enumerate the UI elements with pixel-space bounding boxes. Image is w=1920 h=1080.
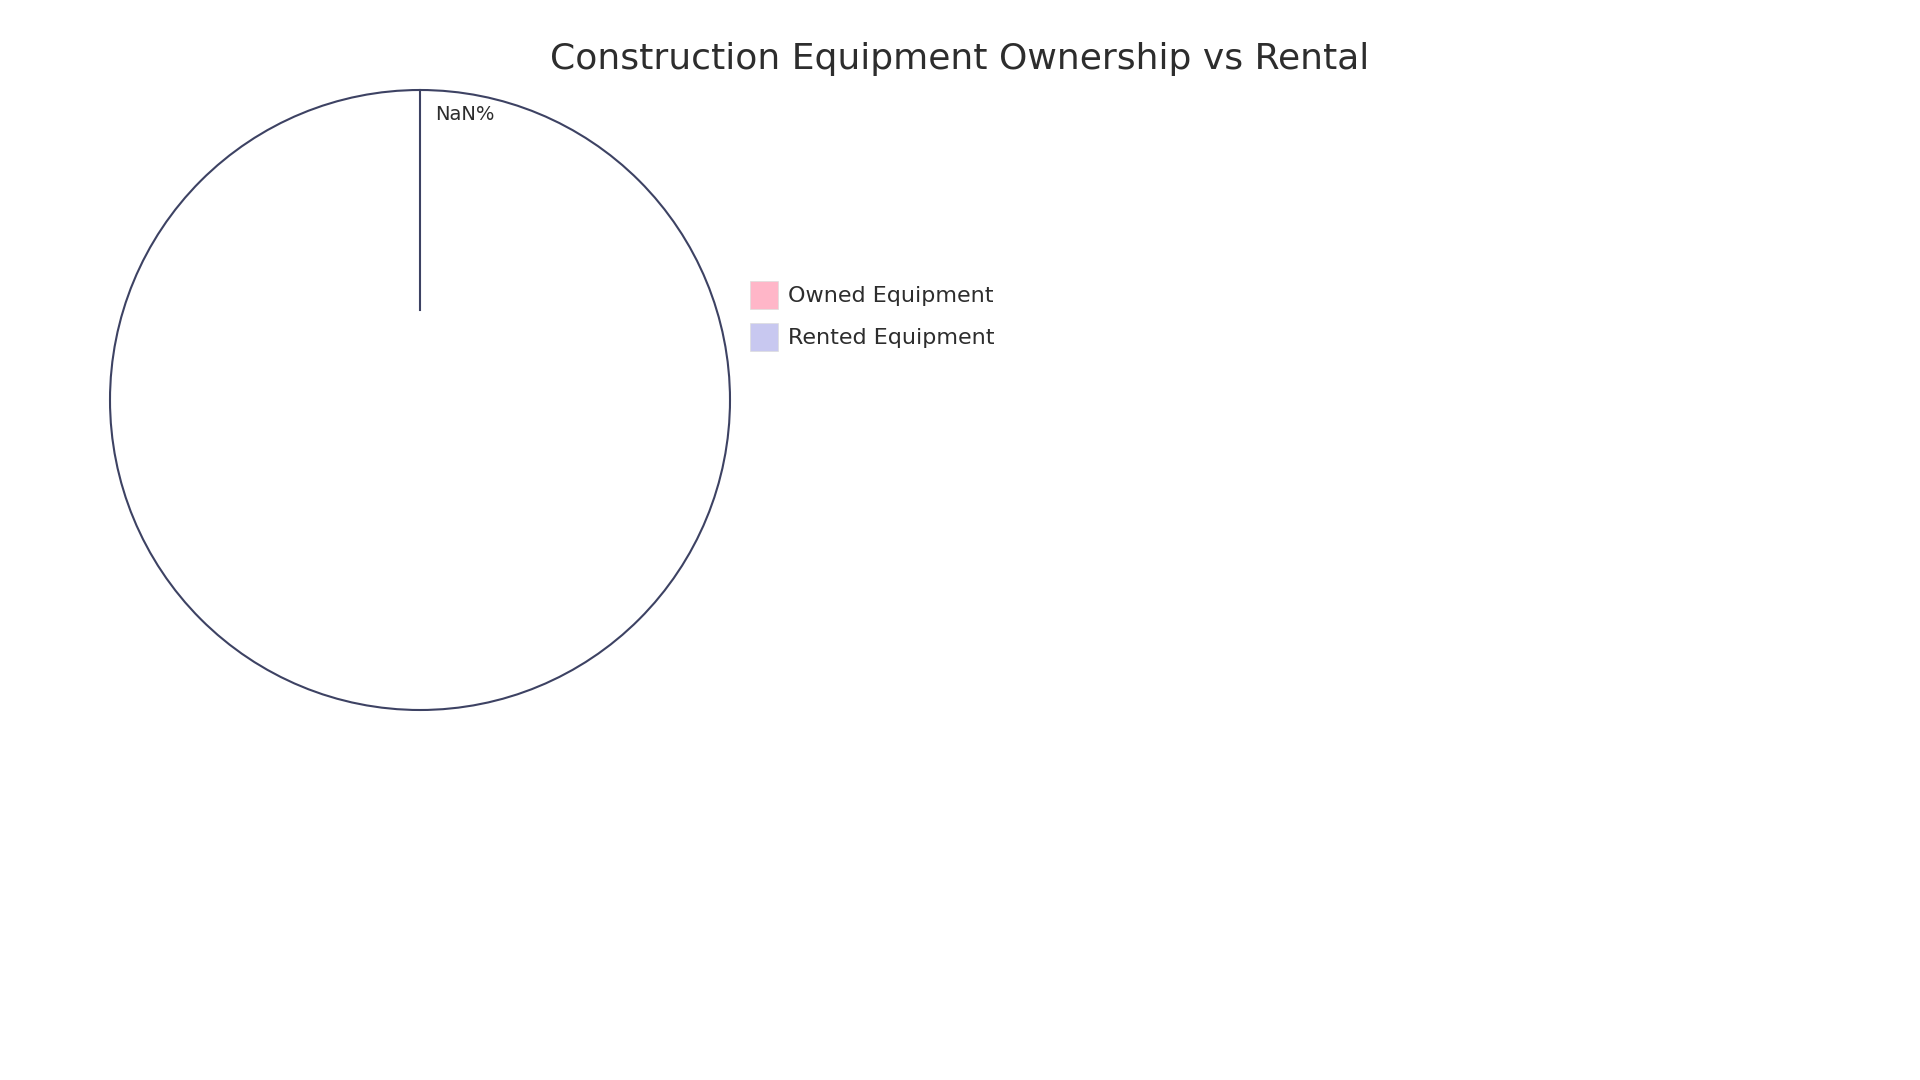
Text: Owned Equipment: Owned Equipment [787, 286, 993, 307]
Bar [751, 281, 778, 309]
Text: Rented Equipment: Rented Equipment [787, 328, 995, 348]
Text: Construction Equipment Ownership vs Rental: Construction Equipment Ownership vs Rent… [551, 42, 1369, 76]
Bar [751, 323, 778, 351]
Text: NaN%: NaN% [436, 105, 495, 124]
